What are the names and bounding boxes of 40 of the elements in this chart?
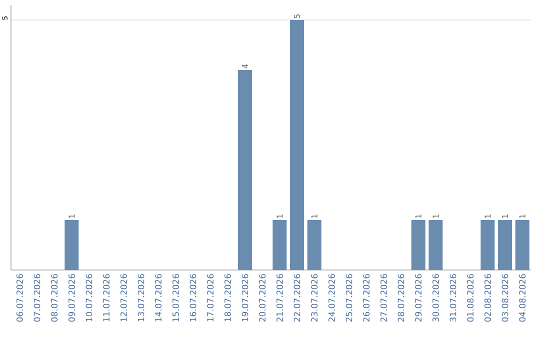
x-tick-label: 09.07.2026 — [68, 274, 75, 322]
data-label: 1 — [519, 214, 526, 218]
x-tick-label: 31.07.2026 — [450, 274, 456, 322]
x-tick-label: 24.07.2026 — [328, 274, 335, 322]
x-tick-label: 11.07.2026 — [103, 274, 110, 322]
x-tick-label: 15.07.2026 — [172, 274, 179, 322]
data-label: 4 — [242, 64, 248, 68]
x-tick-label: 04.08.2026 — [519, 274, 526, 322]
data-label: 1 — [311, 214, 318, 218]
data-label: 1 — [502, 214, 508, 218]
x-tick-label: 21.07.2026 — [276, 274, 283, 322]
data-label: 1 — [484, 214, 491, 218]
x-tick-label: 03.08.2026 — [502, 274, 508, 322]
x-tick-label: 29.07.2026 — [415, 274, 422, 322]
x-tick-label: 16.07.2026 — [190, 274, 196, 322]
x-tick-label: 14.07.2026 — [155, 274, 162, 322]
x-tick-label: 01.08.2026 — [467, 274, 474, 322]
data-label: 1 — [68, 214, 75, 218]
x-tick-label: 02.08.2026 — [484, 274, 491, 322]
data-label: 1 — [432, 214, 439, 218]
x-tick-label: 27.07.2026 — [380, 274, 387, 322]
x-tick-label: 08.07.2026 — [51, 274, 58, 322]
data-label: 1 — [415, 214, 422, 218]
data-label: 5 — [294, 14, 300, 18]
data-label: 1 — [276, 214, 283, 218]
x-tick-label: 25.07.2026 — [346, 274, 352, 322]
x-tick-label: 13.07.2026 — [138, 274, 144, 322]
x-tick-label: 17.07.2026 — [207, 274, 214, 322]
x-tick-label: 18.07.2026 — [224, 274, 231, 322]
x-tick-label: 07.07.2026 — [34, 274, 40, 322]
x-tick-label: 28.07.2026 — [398, 274, 404, 322]
x-tick-label: 23.07.2026 — [311, 274, 318, 322]
x-tick-label: 06.07.2026 — [16, 274, 23, 322]
x-tick-label: 10.07.2026 — [86, 274, 92, 322]
x-tick-label: 22.07.2026 — [294, 274, 300, 322]
x-tick-label: 19.07.2026 — [242, 274, 248, 322]
x-tick-label: 26.07.2026 — [363, 274, 370, 322]
x-tick-label: 20.07.2026 — [259, 274, 266, 322]
x-tick-label: 12.07.2026 — [120, 274, 127, 322]
x-tick-label: 30.07.2026 — [432, 274, 439, 322]
